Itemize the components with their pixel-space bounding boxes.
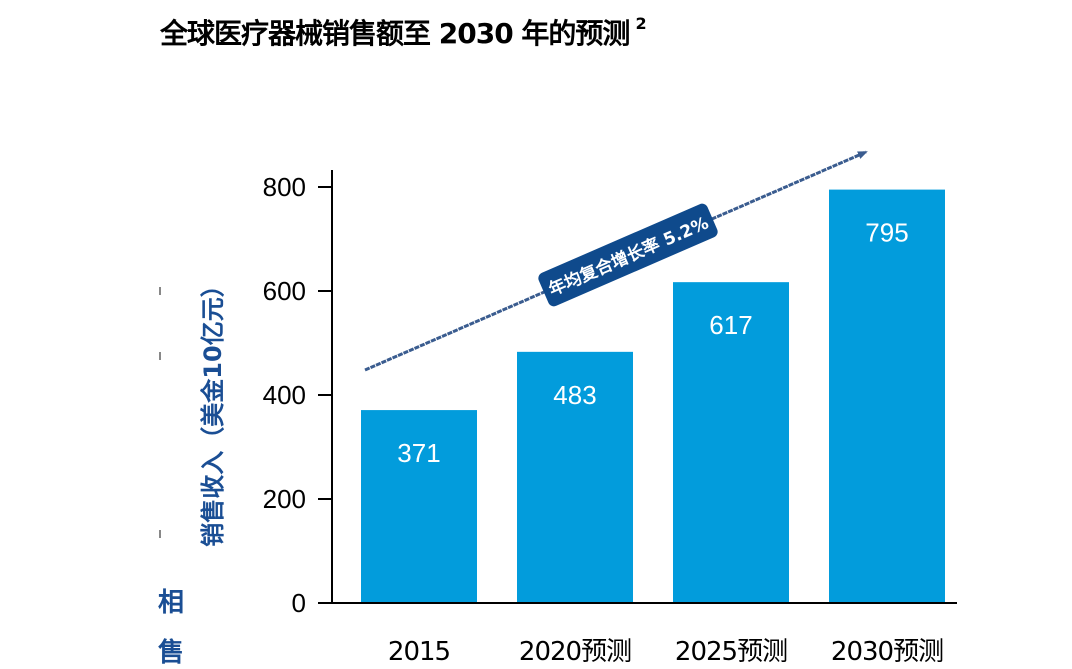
fragment-mark — [159, 352, 161, 360]
data-label: 617 — [709, 310, 752, 340]
data-label: 795 — [865, 218, 908, 248]
x-tick-label: 2015 — [388, 637, 450, 667]
y-tick-label: 400 — [263, 380, 306, 410]
clipped-text-fragment: 售 — [158, 638, 185, 668]
title-footnote: 2 — [635, 14, 646, 33]
x-tick-label: 2025预测 — [675, 637, 787, 667]
bar-2025预测 — [673, 282, 789, 603]
y-tick-label: 800 — [263, 172, 306, 202]
cagr-label-box — [538, 203, 718, 307]
data-label: 371 — [397, 438, 440, 468]
x-tick-label: 2030预测 — [831, 637, 943, 667]
y-tick-label: 0 — [292, 588, 306, 618]
data-label: 483 — [553, 380, 596, 410]
bar-2020预测 — [517, 351, 633, 603]
title-text: 全球医疗器械销售额至 2030 年的预测 — [160, 17, 630, 50]
fragment-mark — [159, 530, 161, 538]
y-axis-label: 销售收入（美金10亿元） — [199, 273, 227, 546]
clipped-text-fragment: 相 — [158, 588, 185, 618]
bar-2030预测 — [829, 189, 945, 603]
x-tick-label: 2020预测 — [519, 637, 631, 667]
fragment-mark — [159, 287, 161, 295]
chart-title: 全球医疗器械销售额至 2030 年的预测 2 — [160, 12, 647, 52]
bar-2015 — [361, 410, 477, 603]
y-tick-label: 200 — [263, 484, 306, 514]
y-tick-label: 600 — [263, 276, 306, 306]
